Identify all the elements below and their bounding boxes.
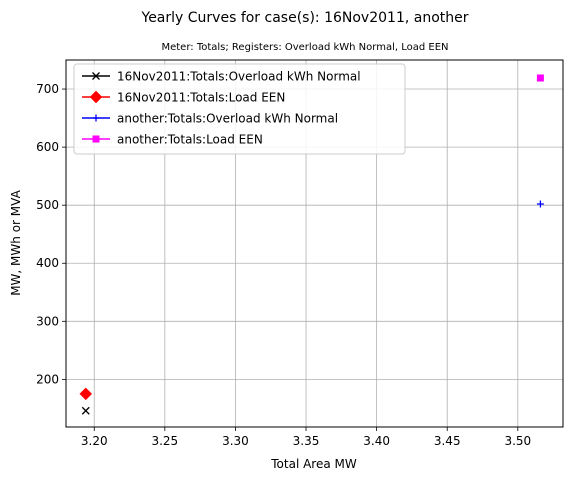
x-tick-label: 3.25 — [151, 434, 178, 448]
data-points — [79, 74, 544, 415]
y-tick-label: 200 — [36, 372, 59, 386]
legend-box — [73, 63, 406, 155]
legend-label: another:Totals:Load EEN — [117, 133, 263, 147]
x-tick-label: 3.30 — [222, 434, 249, 448]
data-point-series-2 — [536, 200, 544, 208]
x-tick-label: 3.45 — [434, 434, 461, 448]
legend-marker — [92, 72, 100, 80]
legend-marker — [89, 90, 103, 104]
x-tick-label: 3.40 — [363, 434, 390, 448]
x-tick-label: 3.35 — [293, 434, 320, 448]
plot-area — [65, 59, 564, 428]
legend-item: another:Totals:Load EEN — [82, 133, 263, 147]
data-point-series-1 — [79, 387, 93, 401]
chart-subtitle: Meter: Totals; Registers: Overload kWh N… — [161, 42, 448, 53]
legend: 16Nov2011:Totals:Overload kWh Normal 16No… — [73, 63, 406, 155]
y-tick-label: 500 — [36, 198, 59, 212]
data-point-series-0 — [81, 406, 90, 415]
x-axis-ticks: 3.20 3.25 3.30 3.35 3.40 3.45 3.50 — [81, 427, 531, 448]
legend-marker — [92, 135, 100, 143]
data-point-series-3 — [536, 74, 544, 82]
legend-item: 16Nov2011:Totals:Load EEN — [82, 91, 285, 105]
legend-label: another:Totals:Overload kWh Normal — [117, 112, 338, 126]
x-tick-label: 3.50 — [504, 434, 531, 448]
x-axis-label: Total Area MW — [270, 457, 357, 471]
legend-label: 16Nov2011:Totals:Load EEN — [117, 91, 285, 105]
x-tick-label: 3.20 — [81, 434, 108, 448]
y-tick-label: 300 — [36, 314, 59, 328]
y-axis-ticks: 200 300 400 500 600 700 — [36, 82, 66, 386]
chart-title: Yearly Curves for case(s): 16Nov2011, an… — [141, 10, 469, 26]
legend-item: another:Totals:Overload kWh Normal — [82, 112, 338, 126]
y-tick-label: 600 — [36, 140, 59, 154]
y-tick-label: 400 — [36, 256, 59, 270]
legend-item: 16Nov2011:Totals:Overload kWh Normal — [82, 70, 361, 84]
y-tick-label: 700 — [36, 82, 59, 96]
y-axis-label: MW, MWh or MVA — [9, 189, 23, 295]
legend-marker — [92, 114, 100, 122]
legend-label: 16Nov2011:Totals:Overload kWh Normal — [117, 70, 361, 84]
